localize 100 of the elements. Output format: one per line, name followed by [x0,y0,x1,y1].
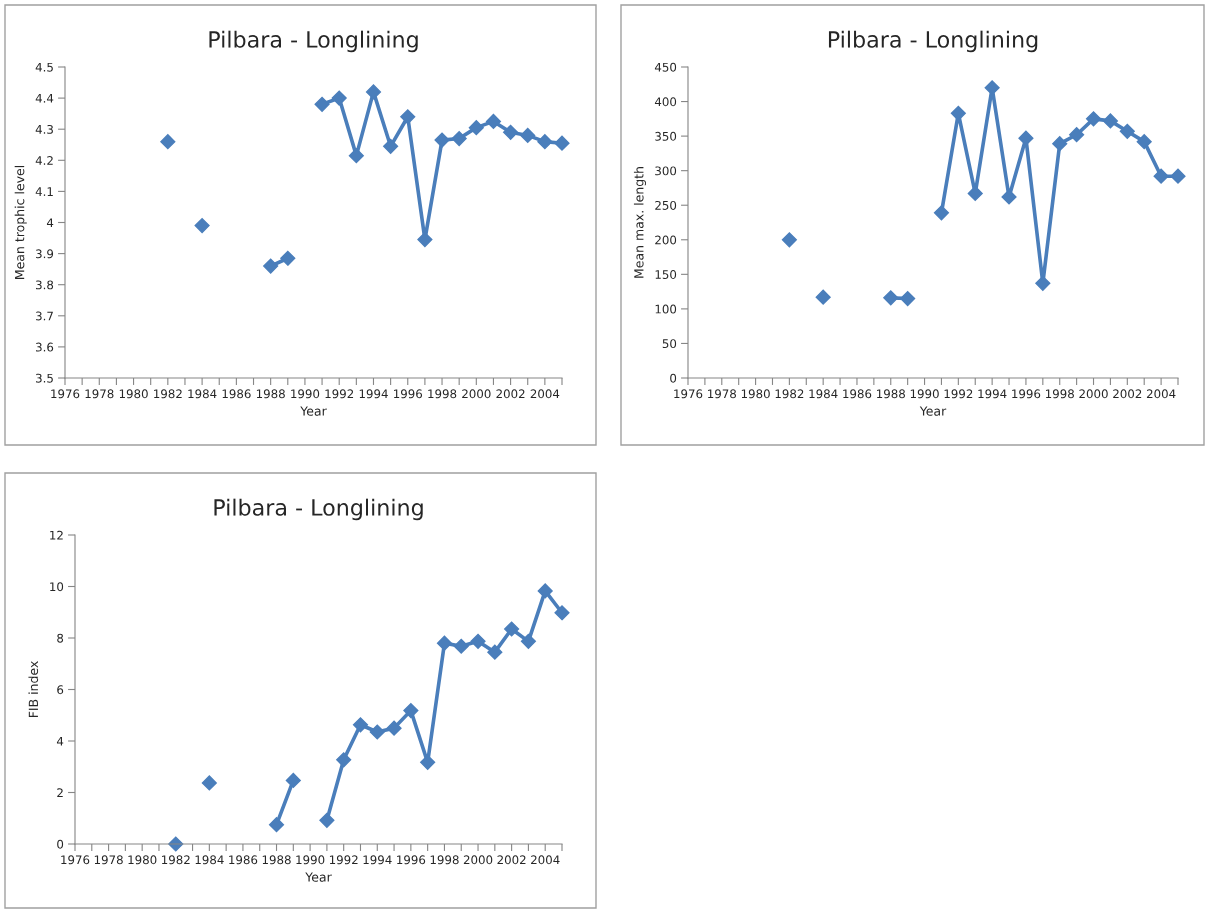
point [537,134,553,150]
x-tick-label: 1982 [162,855,190,865]
y-axis-title: Mean trophic level [14,166,27,279]
x-tick-label: 2002 [1113,389,1142,399]
point [369,724,385,740]
point [1018,130,1034,146]
point [194,218,210,234]
x-tick-label: 1994 [978,389,1007,399]
x-tick-label: 1984 [195,855,224,865]
y-tick-label: 4.2 [35,156,53,165]
x-tick-label: 1998 [428,389,457,399]
x-axis-title: Year [300,406,327,416]
x-tick-label: 1980 [119,389,148,399]
x-tick-label: 1986 [222,389,251,399]
point [331,90,347,106]
y-tick-label: 4.4 [35,93,54,103]
point [436,635,453,651]
point [933,205,950,221]
x-tick-label: 1988 [256,389,285,399]
chart-title: Pilbara - Longlining [214,498,423,521]
point [520,633,536,649]
point [1102,113,1118,129]
x-tick-label: 2004 [1146,389,1176,399]
point [520,127,536,143]
point [470,633,486,649]
y-axis-title: FIB index [28,661,39,718]
y-tick-label: 3.8 [36,280,54,290]
x-tick-label: 1992 [944,389,973,399]
point [263,258,279,274]
point [487,644,503,660]
y-tick-label: 2 [57,788,63,797]
x-axis-title: Year [919,406,947,416]
point [453,638,469,654]
y-tick-label: 8 [57,633,64,643]
point [554,135,570,151]
y-tick-label: 450 [654,62,677,72]
x-tick-label: 2000 [1079,389,1108,399]
x-tick-label: 2000 [462,389,491,399]
x-tick-label: 1976 [674,389,703,399]
point [400,109,416,125]
x-tick-label: 1986 [843,389,872,399]
y-tick-label: 300 [655,166,677,176]
y-tick-label: 0 [57,839,64,849]
x-tick-label: 1990 [291,389,320,399]
point [160,134,176,150]
y-tick-label: 6 [57,685,64,695]
point [365,84,382,100]
y-tick-label: 250 [655,200,677,210]
y-tick-label: 0 [670,373,677,383]
x-tick-label: 1980 [128,855,157,865]
x-tick-label: 2002 [497,855,526,865]
y-tick-label: 3.5 [36,373,53,383]
x-tick-label: 1984 [809,389,838,399]
point [348,148,364,164]
point [319,812,335,828]
y-tick-label: 4 [46,218,54,227]
x-tick-label: 1994 [359,389,388,399]
point [504,621,520,637]
x-tick-label: 2004 [530,389,560,399]
point [900,290,916,307]
x-tick-label: 1992 [329,855,358,865]
point [1153,168,1169,184]
x-tick-label: 1996 [397,855,426,865]
y-tick-label: 4.5 [35,62,53,72]
x-tick-label: 1976 [61,855,90,865]
x-tick-label: 1978 [94,855,123,865]
x-tick-label: 1998 [430,855,459,865]
point [1170,168,1186,184]
point [503,124,519,140]
x-axis-title: Year [305,872,332,882]
x-tick-label: 1980 [741,389,770,399]
x-tick-label: 1988 [877,389,905,399]
point [1001,189,1017,205]
y-axis-title: Mean max. length [633,167,647,278]
point [383,138,399,154]
x-tick-label: 1990 [296,855,325,865]
x-tick-label: 1986 [229,855,258,865]
y-tick-label: 50 [662,339,677,349]
x-tick-label: 1988 [262,855,291,865]
y-tick-label: 3.7 [36,311,53,321]
point [1052,136,1068,152]
point [883,290,899,306]
point [268,817,285,833]
x-tick-label: 1992 [325,389,354,399]
y-tick-label: 350 [655,131,677,141]
x-tick-label: 1996 [1012,389,1041,399]
point [1069,127,1085,143]
point [815,289,831,305]
x-tick-label: 1978 [85,389,114,399]
y-tick-label: 3.9 [36,249,54,259]
y-tick-label: 4 [56,736,64,746]
x-tick-label: 1984 [188,389,217,399]
point [314,96,330,112]
point [1085,111,1102,127]
x-tick-label: 2002 [496,389,525,399]
x-tick-label: 1994 [363,855,392,865]
y-tick-label: 200 [655,235,677,245]
x-tick-label: 1998 [1046,389,1074,399]
x-tick-label: 1982 [154,389,182,399]
point [352,717,369,733]
